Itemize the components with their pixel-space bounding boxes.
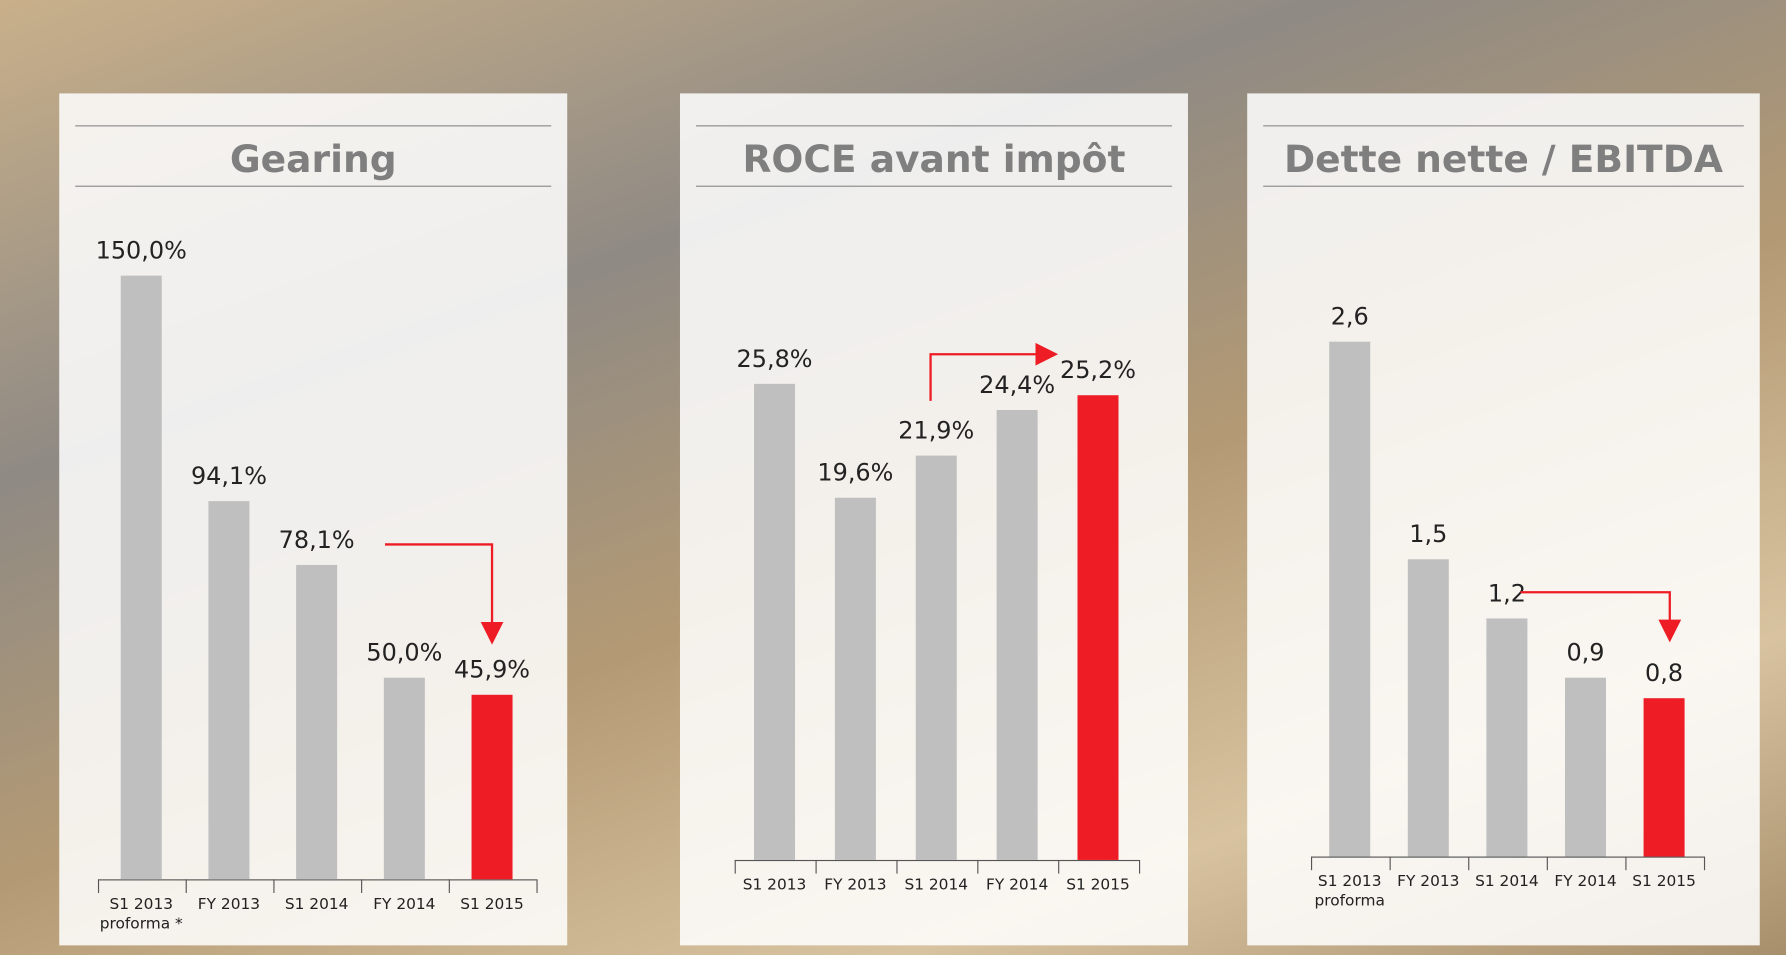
x-tick — [1310, 856, 1312, 871]
x-tick-label: S1 2015 — [1066, 875, 1130, 895]
x-tick-label: FY 2014 — [1554, 872, 1617, 891]
value-label: 45,9% — [454, 655, 531, 684]
x-tick-label: S1 2014 — [1475, 872, 1539, 891]
title-rule — [75, 125, 552, 127]
chart-title: Gearing — [229, 136, 397, 182]
value-label: 1,5 — [1409, 520, 1448, 548]
bar — [120, 275, 162, 880]
x-tick-label: FY 2013 — [824, 875, 887, 895]
x-tick-label: FY 2014 — [373, 895, 436, 914]
x-tick — [1057, 859, 1059, 874]
x-tick — [734, 859, 736, 874]
value-label: 24,4% — [979, 370, 1056, 399]
arrow — [384, 543, 504, 645]
bar — [1407, 559, 1449, 857]
bar — [1564, 678, 1606, 857]
x-tick-label: FY 2013 — [1397, 872, 1460, 891]
value-label: 19,6% — [817, 459, 894, 487]
x-tick-label: S1 2014 — [284, 895, 349, 914]
value-label: 1,2 — [1487, 579, 1526, 608]
x-tick-label: S1 2015 — [1632, 872, 1696, 891]
x-tick — [1624, 856, 1626, 871]
value-label: 78,1% — [278, 526, 355, 554]
x-tick-label: S1 2015 — [460, 895, 524, 914]
value-label: 2,6 — [1330, 302, 1369, 330]
x-tick-label: S1 2013 proforma * — [99, 895, 183, 933]
x-tick-label: FY 2013 — [197, 895, 261, 914]
bar — [915, 455, 957, 860]
value-label: 0,8 — [1645, 659, 1684, 687]
bar — [208, 500, 250, 880]
x-tick — [895, 859, 897, 874]
bar — [1077, 394, 1119, 860]
arrow — [1520, 591, 1682, 643]
value-label: 25,2% — [1059, 356, 1136, 384]
bar — [996, 409, 1038, 860]
title-rule — [75, 185, 552, 187]
x-tick — [1467, 856, 1469, 871]
bar — [1643, 697, 1685, 857]
title-rule — [695, 125, 1173, 127]
title-rule — [695, 185, 1173, 187]
x-tick — [814, 859, 817, 874]
bar — [1329, 341, 1371, 857]
chart-title: Dette nette / EBITDA — [1283, 136, 1723, 182]
x-tick — [1703, 856, 1705, 871]
x-tick-label: FY 2014 — [985, 875, 1049, 895]
value-label: 94,1% — [190, 462, 267, 490]
value-label: 21,9% — [898, 417, 975, 445]
x-tick — [185, 879, 187, 893]
x-tick — [97, 879, 99, 893]
title-rule — [1263, 125, 1744, 127]
value-label: 25,8% — [736, 345, 813, 373]
x-axis — [734, 859, 1139, 862]
x-tick — [1546, 856, 1548, 871]
value-label: 50,0% — [366, 639, 443, 667]
bar — [1486, 618, 1528, 857]
arrow — [929, 342, 1059, 401]
chart-title: ROCE avant impôt — [742, 136, 1126, 182]
bar — [471, 694, 513, 880]
x-axis — [1310, 856, 1704, 858]
x-tick — [272, 879, 274, 893]
x-tick-label: S1 2013 — [742, 875, 807, 895]
bar — [383, 678, 425, 880]
x-tick — [1389, 856, 1391, 871]
title-rule — [1263, 185, 1744, 187]
bar — [834, 498, 876, 860]
x-tick-label: S1 2014 — [904, 875, 969, 895]
x-tick — [535, 879, 538, 893]
x-tick — [1138, 859, 1140, 874]
x-tick-label: S1 2013 proforma — [1314, 872, 1385, 911]
x-tick — [976, 859, 978, 874]
bar — [754, 383, 796, 860]
value-label: 0,9 — [1566, 639, 1605, 667]
bar — [296, 565, 338, 880]
x-tick — [360, 879, 362, 893]
x-axis — [97, 879, 536, 881]
value-label: 150,0% — [95, 237, 187, 265]
x-tick — [448, 879, 450, 893]
